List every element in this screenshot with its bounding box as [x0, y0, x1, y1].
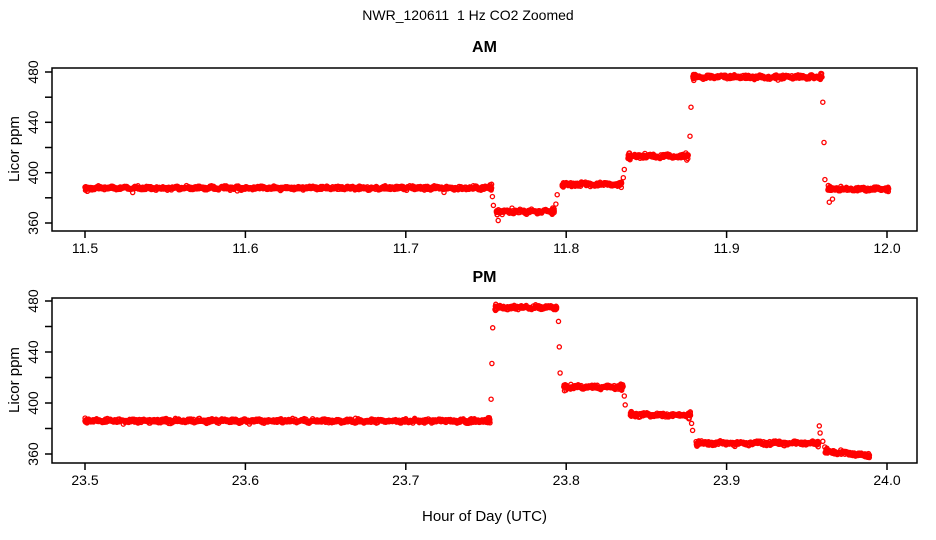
main-title: NWR_120611 1 Hz CO2 Zoomed	[362, 7, 574, 23]
data-point	[821, 139, 827, 146]
data-point	[486, 414, 493, 421]
data-point	[621, 393, 628, 399]
data-point	[83, 184, 89, 191]
data-point	[822, 176, 828, 183]
y-tick-label: 480	[25, 60, 41, 84]
am-y-axis-label: Licor ppm	[6, 116, 23, 182]
y-tick-label: 440	[25, 110, 41, 134]
x-axis-label: Hour of Day (UTC)	[421, 508, 548, 525]
x-tick-label: 12.0	[873, 240, 900, 256]
plot-box	[51, 67, 918, 232]
data-point	[691, 72, 697, 78]
data-point	[553, 201, 559, 207]
data-point	[620, 174, 627, 181]
data-point	[486, 417, 492, 423]
data-point	[561, 382, 567, 388]
data-point	[560, 184, 567, 190]
x-tick-label: 23.7	[392, 472, 419, 488]
pm-y-axis-label: Licor ppm	[6, 347, 23, 413]
y-tick-label: 440	[25, 340, 41, 364]
data-point	[618, 381, 624, 387]
data-point	[864, 454, 871, 461]
pm-plot-area: 23.5 23.6 23.7 23.8 23.9 24.0 360 400 440 480	[25, 289, 918, 488]
y-tick-label: 400	[25, 161, 41, 185]
am-plot-area: 11.5 11.6 11.7 11.8 11.9 12.0 360 400 440 480	[25, 60, 918, 256]
x-tick-label: 23.8	[553, 472, 580, 488]
data-point	[551, 206, 557, 212]
data-point	[689, 427, 696, 434]
data-point	[829, 196, 836, 202]
data-point	[820, 438, 826, 445]
data-point	[820, 99, 826, 105]
data-point	[84, 419, 90, 425]
data-point	[683, 154, 690, 160]
data-point	[694, 440, 701, 447]
data-point	[687, 410, 693, 416]
data-point	[688, 104, 694, 110]
data-point	[489, 325, 496, 331]
data-point	[687, 133, 693, 139]
data-point	[557, 370, 563, 376]
x-tick-label: 23.9	[713, 472, 740, 488]
data-point	[493, 306, 500, 313]
data-point	[621, 166, 628, 173]
data-point	[556, 344, 563, 350]
data-point	[489, 360, 495, 367]
y-tick-label: 360	[25, 442, 41, 466]
data-points	[82, 301, 873, 461]
pm-panel-title: PM	[472, 269, 497, 286]
data-point	[495, 217, 501, 224]
data-point	[826, 187, 832, 193]
data-point	[618, 184, 625, 191]
data-point	[563, 387, 569, 393]
data-point	[554, 191, 560, 198]
data-point	[625, 152, 632, 158]
data-point	[688, 420, 695, 427]
x-tick-label: 23.5	[71, 472, 98, 488]
data-point	[815, 439, 821, 446]
data-point	[552, 305, 559, 311]
data-point	[489, 193, 496, 200]
x-tick-label: 11.6	[232, 240, 258, 256]
x-tick-label: 24.0	[873, 472, 900, 488]
data-point	[686, 415, 692, 421]
data-point	[884, 187, 890, 193]
x-tick-label: 23.6	[232, 472, 259, 488]
data-point	[826, 199, 833, 205]
data-point	[817, 76, 824, 82]
data-point	[486, 183, 493, 190]
data-points	[82, 70, 892, 224]
data-point	[817, 430, 823, 436]
data-point	[618, 386, 624, 393]
data-point	[549, 211, 555, 217]
x-tick-label: 11.9	[713, 240, 739, 256]
data-point	[490, 202, 497, 209]
data-point	[683, 151, 690, 158]
data-point	[628, 413, 635, 419]
am-panel-title: AM	[472, 39, 497, 56]
data-point	[622, 402, 628, 408]
data-point	[627, 156, 633, 163]
data-point	[818, 70, 824, 77]
data-point	[822, 444, 828, 450]
y-tick-label: 400	[25, 391, 41, 415]
data-point	[494, 208, 500, 215]
data-point	[690, 75, 696, 81]
data-point	[488, 396, 494, 402]
x-tick-label: 11.8	[553, 240, 579, 256]
y-tick-label: 360	[25, 211, 41, 235]
data-point	[684, 157, 690, 163]
plot-box	[51, 297, 918, 464]
data-point	[816, 423, 823, 429]
data-point	[555, 318, 562, 325]
x-tick-label: 11.7	[393, 240, 419, 256]
y-tick-label: 480	[25, 289, 41, 313]
x-tick-label: 11.5	[72, 240, 98, 256]
